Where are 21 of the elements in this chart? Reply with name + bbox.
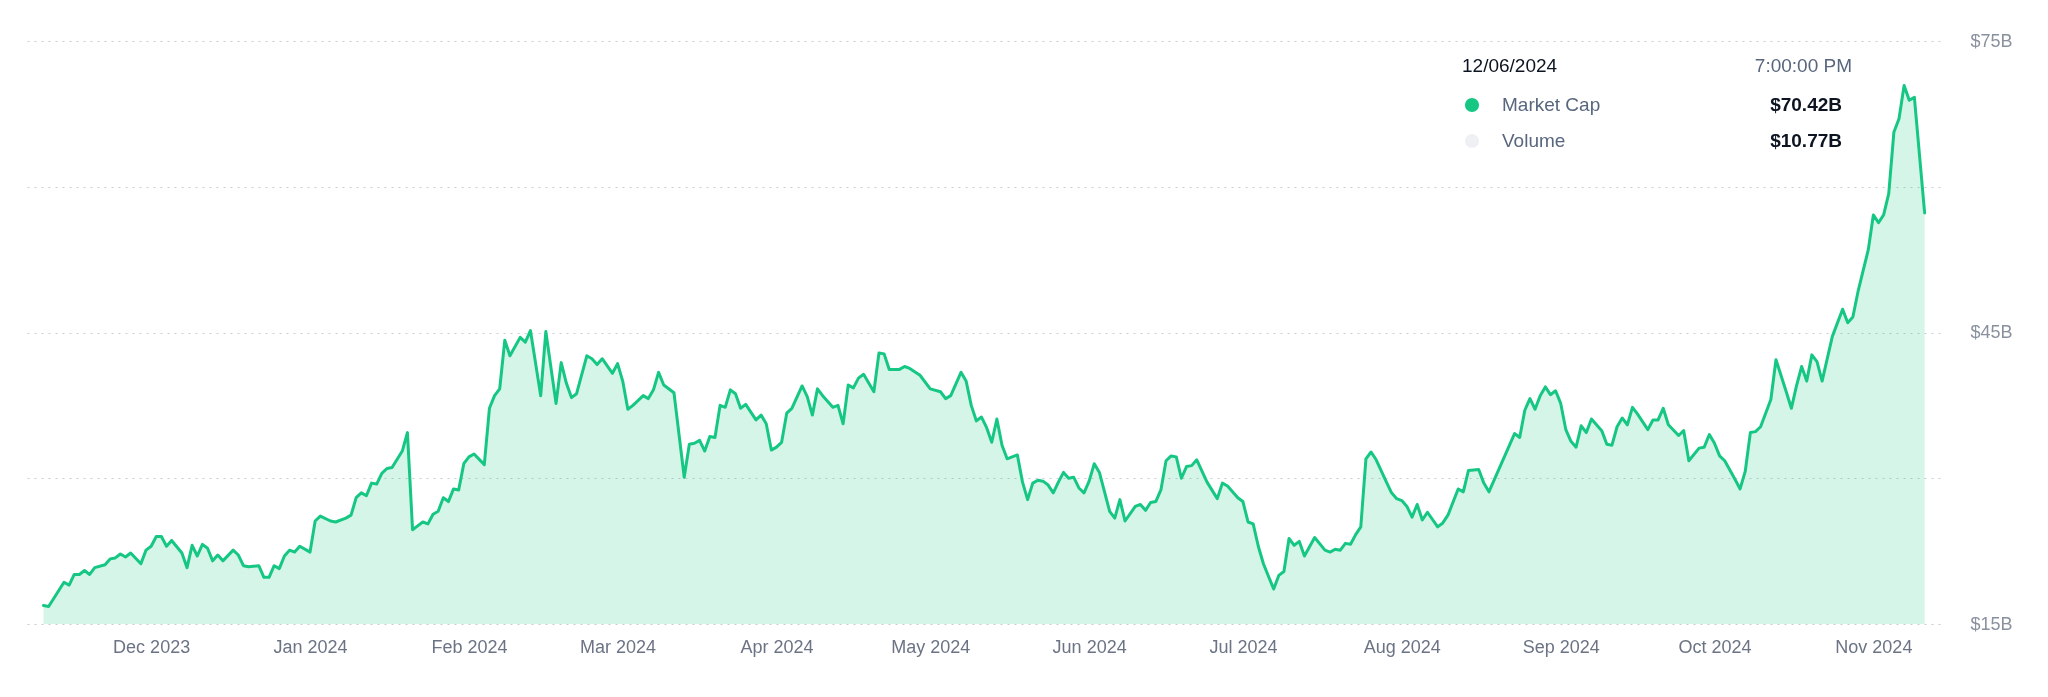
annotation: 7:00:00 PM: [1754, 55, 1852, 76]
x-tick-label: Oct 2024: [1678, 636, 1752, 657]
x-tick-label: Feb 2024: [431, 636, 508, 657]
legend-label: Market Cap: [1502, 94, 1601, 115]
annotation: $10.77B: [1770, 130, 1842, 151]
x-tick-label: Nov 2024: [1835, 636, 1913, 657]
x-tick-label: Jun 2024: [1052, 636, 1127, 657]
x-tick-label: Jul 2024: [1209, 636, 1278, 657]
annotation: 12/06/2024: [1462, 55, 1558, 76]
y-tick-label: $75B: [1970, 30, 2013, 51]
annotation: $70.42B: [1770, 94, 1842, 115]
y-tick-label: $15B: [1970, 613, 2013, 634]
x-tick-label: May 2024: [891, 636, 971, 657]
x-tick-label: Jan 2024: [273, 636, 348, 657]
x-tick-label: Apr 2024: [740, 636, 814, 657]
x-tick-label: Sep 2024: [1522, 636, 1600, 657]
y-tick-label: $45B: [1970, 322, 2013, 342]
x-tick-label: Mar 2024: [580, 636, 657, 657]
annotation: Volume: [1502, 130, 1566, 151]
x-tick-label: Aug 2024: [1363, 636, 1441, 657]
x-tick-label: Dec 2023: [113, 636, 191, 657]
